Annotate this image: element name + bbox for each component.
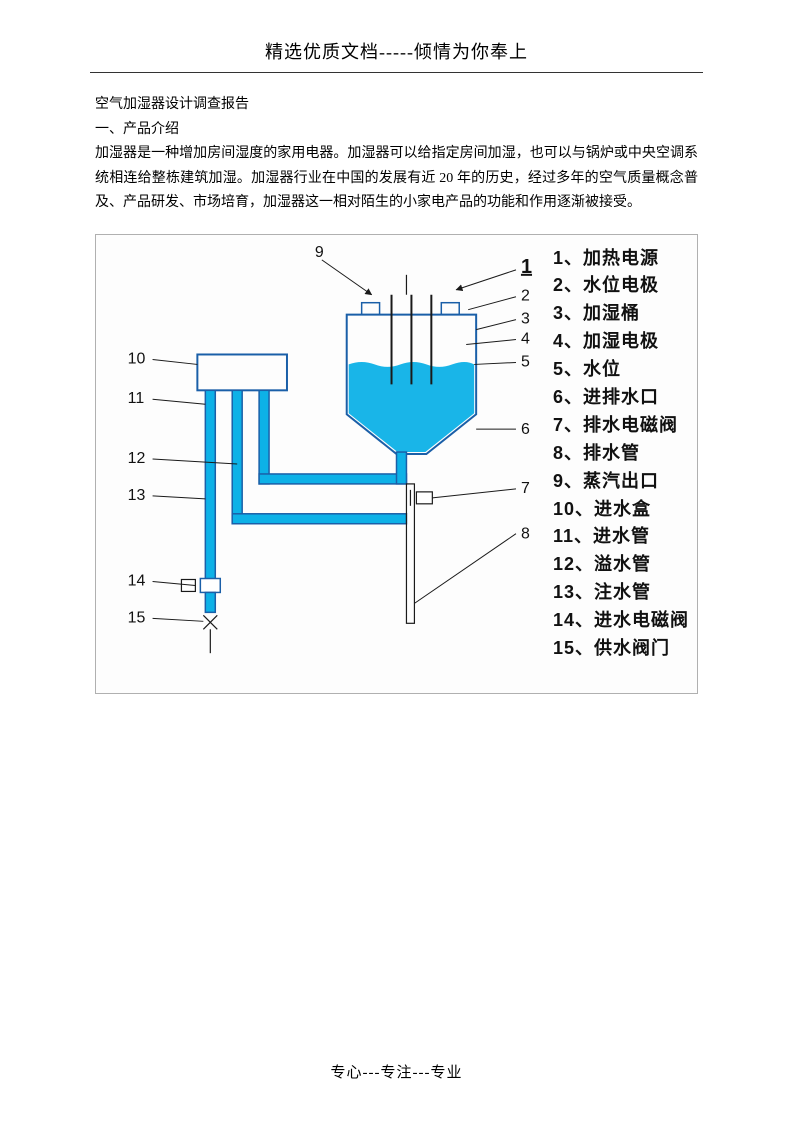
callout-11: 11: [128, 390, 145, 407]
inlet-box: [197, 354, 287, 390]
legend-row: 11、进水管: [553, 523, 689, 551]
page-header: 精选优质文档-----倾情为你奉上: [0, 0, 793, 72]
legend-row: 5、水位: [553, 356, 689, 384]
callout-2: 2: [521, 287, 530, 304]
legend-row: 9、蒸汽出口: [553, 468, 689, 496]
legend-row: 12、溢水管: [553, 551, 689, 579]
callout-3: 3: [521, 310, 530, 327]
page-footer: 专心---专注---专业: [0, 1061, 793, 1082]
header-rule: [90, 72, 703, 73]
legend-row: 13、注水管: [553, 579, 689, 607]
callout-13: 13: [128, 486, 146, 503]
callout-12: 12: [128, 450, 146, 467]
callout-6: 6: [521, 421, 530, 438]
tank: [347, 274, 476, 453]
document-body: 空气加湿器设计调查报告 一、产品介绍 加湿器是一种增加房间湿度的家用电器。加湿器…: [95, 93, 698, 216]
callout-8: 8: [521, 525, 530, 542]
legend-row: 3、加湿桶: [553, 300, 689, 328]
legend-row: 6、进排水口: [553, 384, 689, 412]
legend-row: 4、加湿电极: [553, 328, 689, 356]
drain-solenoid: [416, 491, 432, 503]
callout-10: 10: [128, 350, 146, 367]
callout-14: 14: [128, 572, 146, 589]
section-heading: 一、产品介绍: [95, 118, 698, 143]
diagram-legend: 1、加热电源 2、水位电极 3、加湿桶 4、加湿电极 5、水位 6、进排水口 7…: [553, 245, 689, 663]
callout-9: 9: [315, 243, 324, 260]
humidifier-diagram: 1 2 3 4 5 6 7 8 9 10 11 12 13 14 15 1、加热…: [95, 234, 698, 694]
supply-valve: [203, 615, 217, 653]
callout-5: 5: [521, 353, 530, 370]
report-title: 空气加湿器设计调查报告: [95, 93, 698, 118]
legend-row: 8、排水管: [553, 440, 689, 468]
legend-row: 15、供水阀门: [553, 635, 689, 663]
header-text: 精选优质文档-----倾情为你奉上: [265, 42, 528, 62]
legend-row: 7、排水电磁阀: [553, 412, 689, 440]
callout-numbers: 1 2 3 4 5 6 7 8 9 10 11 12 13 14 15: [128, 243, 532, 625]
callout-4: 4: [521, 330, 530, 347]
footer-text: 专心---专注---专业: [331, 1065, 463, 1081]
callout-1: 1: [521, 255, 532, 277]
legend-row: 14、进水电磁阀: [553, 607, 689, 635]
legend-row: 10、进水盒: [553, 496, 689, 524]
intro-paragraph: 加湿器是一种增加房间湿度的家用电器。加湿器可以给指定房间加湿，也可以与锅炉或中央…: [95, 142, 698, 216]
legend-row: 2、水位电极: [553, 272, 689, 300]
legend-row: 1、加热电源: [553, 245, 689, 273]
callout-15: 15: [128, 609, 146, 626]
callout-7: 7: [521, 479, 530, 496]
